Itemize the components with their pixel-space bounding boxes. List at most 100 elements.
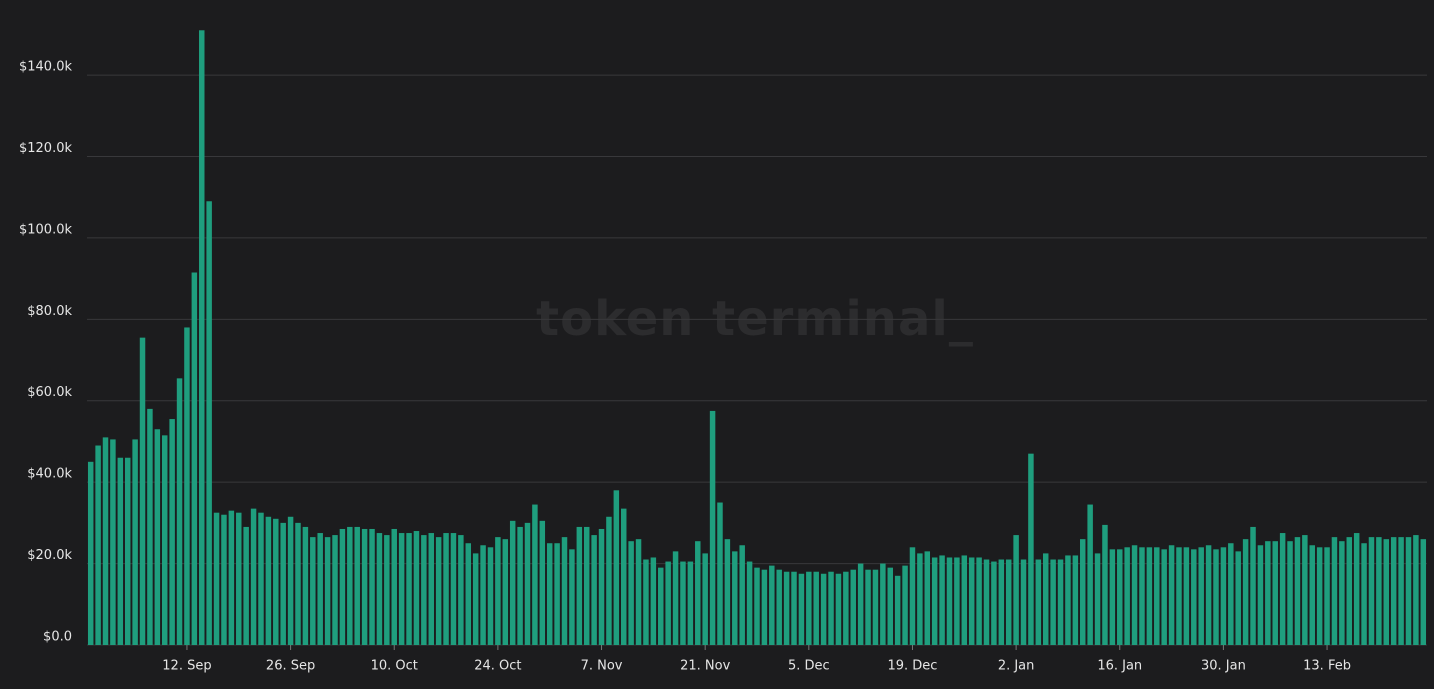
bar xyxy=(1191,549,1197,645)
bar xyxy=(1353,533,1360,645)
bar xyxy=(968,557,975,645)
bar xyxy=(1339,541,1345,645)
bar xyxy=(702,553,708,645)
bar xyxy=(458,535,464,645)
y-tick-label: $40.0k xyxy=(27,467,72,482)
bar xyxy=(806,571,812,645)
bar xyxy=(628,541,634,645)
bar xyxy=(1228,543,1234,645)
bar xyxy=(132,439,138,645)
bar xyxy=(487,547,494,645)
bar xyxy=(1316,547,1323,645)
bar xyxy=(199,30,205,645)
bar xyxy=(1028,453,1034,645)
bar xyxy=(621,508,627,645)
bar xyxy=(843,571,849,645)
bar xyxy=(273,518,279,645)
x-tick-label: 30. Jan xyxy=(1201,659,1246,674)
bar xyxy=(1020,559,1027,645)
bar xyxy=(1272,541,1278,645)
y-tick-label: $20.0k xyxy=(27,548,72,563)
bar xyxy=(591,535,597,645)
bar xyxy=(998,559,1005,645)
bar xyxy=(236,512,242,645)
bar xyxy=(161,435,168,645)
bar xyxy=(983,559,990,645)
bar xyxy=(1235,551,1241,645)
bar xyxy=(880,563,886,645)
y-tick-label: $0.0 xyxy=(43,630,72,645)
bar xyxy=(250,508,257,645)
bar xyxy=(658,567,664,645)
bar xyxy=(154,429,161,645)
bar xyxy=(717,502,723,645)
bar xyxy=(1131,545,1138,645)
bar xyxy=(443,533,449,645)
bar xyxy=(909,547,916,645)
bar xyxy=(1102,524,1108,645)
bar xyxy=(139,337,146,645)
bar xyxy=(110,439,116,645)
bar xyxy=(287,516,294,645)
bar xyxy=(783,571,790,645)
bar xyxy=(398,533,405,645)
bar xyxy=(1065,555,1071,645)
bar xyxy=(1183,547,1190,645)
bar xyxy=(1413,535,1419,645)
bar xyxy=(1398,537,1404,645)
bar xyxy=(865,569,871,645)
bar xyxy=(1346,537,1353,645)
bar xyxy=(1117,549,1123,645)
x-tick-label: 12. Sep xyxy=(162,659,211,674)
x-tick-label: 24. Oct xyxy=(474,659,521,674)
bar xyxy=(761,569,768,645)
bar xyxy=(406,533,412,645)
bar xyxy=(857,563,864,645)
bar xyxy=(265,516,272,645)
bar xyxy=(835,573,842,645)
bar xyxy=(695,541,701,645)
bar xyxy=(606,516,612,645)
x-tick-label: 13. Feb xyxy=(1303,659,1351,674)
y-tick-label: $120.0k xyxy=(19,141,72,156)
bar xyxy=(1420,539,1427,645)
bar xyxy=(1390,537,1397,645)
bar xyxy=(1361,543,1367,645)
y-tick-label: $100.0k xyxy=(19,222,72,237)
bar xyxy=(1302,535,1308,645)
bar xyxy=(1198,547,1204,645)
bar xyxy=(1265,541,1271,645)
bar xyxy=(961,555,968,645)
bar xyxy=(147,408,153,645)
bar xyxy=(1250,526,1256,645)
bar xyxy=(117,457,124,645)
bar xyxy=(643,559,649,645)
bar xyxy=(1013,535,1019,645)
bar xyxy=(1383,539,1390,645)
bar xyxy=(221,514,227,645)
bar xyxy=(872,569,879,645)
bar xyxy=(347,526,353,645)
x-tick-label: 5. Dec xyxy=(788,659,830,674)
bar xyxy=(791,571,797,645)
bar xyxy=(665,561,671,645)
bar xyxy=(213,512,220,645)
x-tick-label: 19. Dec xyxy=(887,659,937,674)
bar xyxy=(206,201,212,645)
bar xyxy=(1331,537,1338,645)
bar xyxy=(546,543,553,645)
bar xyxy=(561,537,568,645)
bar xyxy=(613,490,620,645)
bar xyxy=(472,553,479,645)
bar xyxy=(354,526,360,645)
bar xyxy=(258,512,264,645)
bar xyxy=(939,555,945,645)
bar xyxy=(1109,549,1116,645)
bar xyxy=(1220,547,1227,645)
bar xyxy=(1205,545,1212,645)
bar xyxy=(813,571,819,645)
bar xyxy=(509,520,516,645)
bar xyxy=(724,539,731,645)
bar xyxy=(1050,559,1056,645)
bar xyxy=(450,533,457,645)
